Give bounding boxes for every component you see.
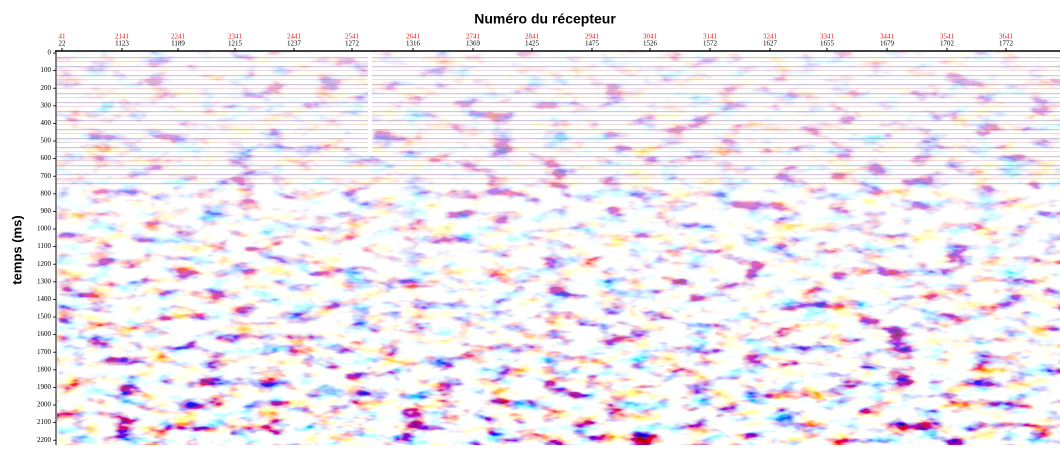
y-axis-label: temps (ms) [9, 215, 24, 284]
receiver-label-black: 1655 [820, 40, 835, 48]
receiver-label-red: 2641 [406, 33, 421, 41]
time-label: 1200 [37, 260, 52, 268]
receiver-label-red: 3641 [999, 33, 1014, 41]
time-label: 900 [41, 207, 52, 215]
receiver-label-black: 1316 [406, 40, 421, 48]
seismic-section [57, 52, 1060, 445]
time-label: 300 [41, 101, 52, 109]
receiver-label-black: 22 [59, 40, 67, 48]
receiver-label-black: 1123 [115, 40, 129, 48]
time-label: 1400 [37, 295, 52, 303]
receiver-label-black: 1272 [345, 40, 360, 48]
receiver-label-red: 2341 [228, 33, 243, 41]
time-label: 700 [41, 172, 52, 180]
time-label: 1000 [37, 225, 52, 233]
receiver-label-red: 3041 [643, 33, 658, 41]
receiver-label-black: 1702 [940, 40, 955, 48]
time-label: 2200 [37, 436, 52, 444]
time-label: 1600 [37, 330, 52, 338]
receiver-label-black: 1526 [643, 40, 658, 48]
receiver-label-black: 1475 [585, 40, 600, 48]
receiver-label-black: 1369 [466, 40, 481, 48]
receiver-label-black: 1572 [703, 40, 718, 48]
receiver-label-black: 1425 [525, 40, 540, 48]
receiver-label-red: 41 [59, 33, 67, 41]
receiver-label-black: 1627 [763, 40, 778, 48]
receiver-label-red: 2241 [171, 33, 186, 41]
time-label: 2000 [37, 401, 52, 409]
receiver-label-red: 2741 [466, 33, 481, 41]
time-label: 1800 [37, 365, 52, 373]
time-label: 500 [41, 137, 52, 145]
time-label: 400 [41, 119, 52, 127]
time-label: 0 [48, 49, 52, 57]
receiver-label-black: 1215 [228, 40, 243, 48]
receiver-label-red: 3241 [763, 33, 778, 41]
time-label: 2100 [37, 418, 52, 426]
receiver-label-red: 2441 [287, 33, 302, 41]
time-label: 200 [41, 84, 52, 92]
receiver-label-red: 2141 [115, 33, 130, 41]
receiver-label-red: 3541 [940, 33, 955, 41]
receiver-label-red: 3141 [703, 33, 718, 41]
receiver-label-red: 3341 [820, 33, 835, 41]
figure-title: Numéro du récepteur [474, 11, 616, 27]
time-label: 1900 [37, 383, 52, 391]
receiver-label-red: 2941 [585, 33, 600, 41]
time-label: 1300 [37, 277, 52, 285]
time-label: 800 [41, 189, 52, 197]
receiver-label-red: 2841 [525, 33, 540, 41]
time-label: 1500 [37, 313, 52, 321]
receiver-label-black: 1772 [999, 40, 1014, 48]
time-label: 600 [41, 154, 52, 162]
receiver-label-red: 3441 [880, 33, 895, 41]
time-label: 1100 [37, 242, 51, 250]
time-label: 100 [41, 66, 52, 74]
receiver-label-black: 1237 [287, 40, 302, 48]
receiver-label-black: 1679 [880, 40, 895, 48]
receiver-label-black: 1189 [171, 40, 185, 48]
receiver-label-red: 2541 [345, 33, 360, 41]
time-label: 1700 [37, 348, 52, 356]
